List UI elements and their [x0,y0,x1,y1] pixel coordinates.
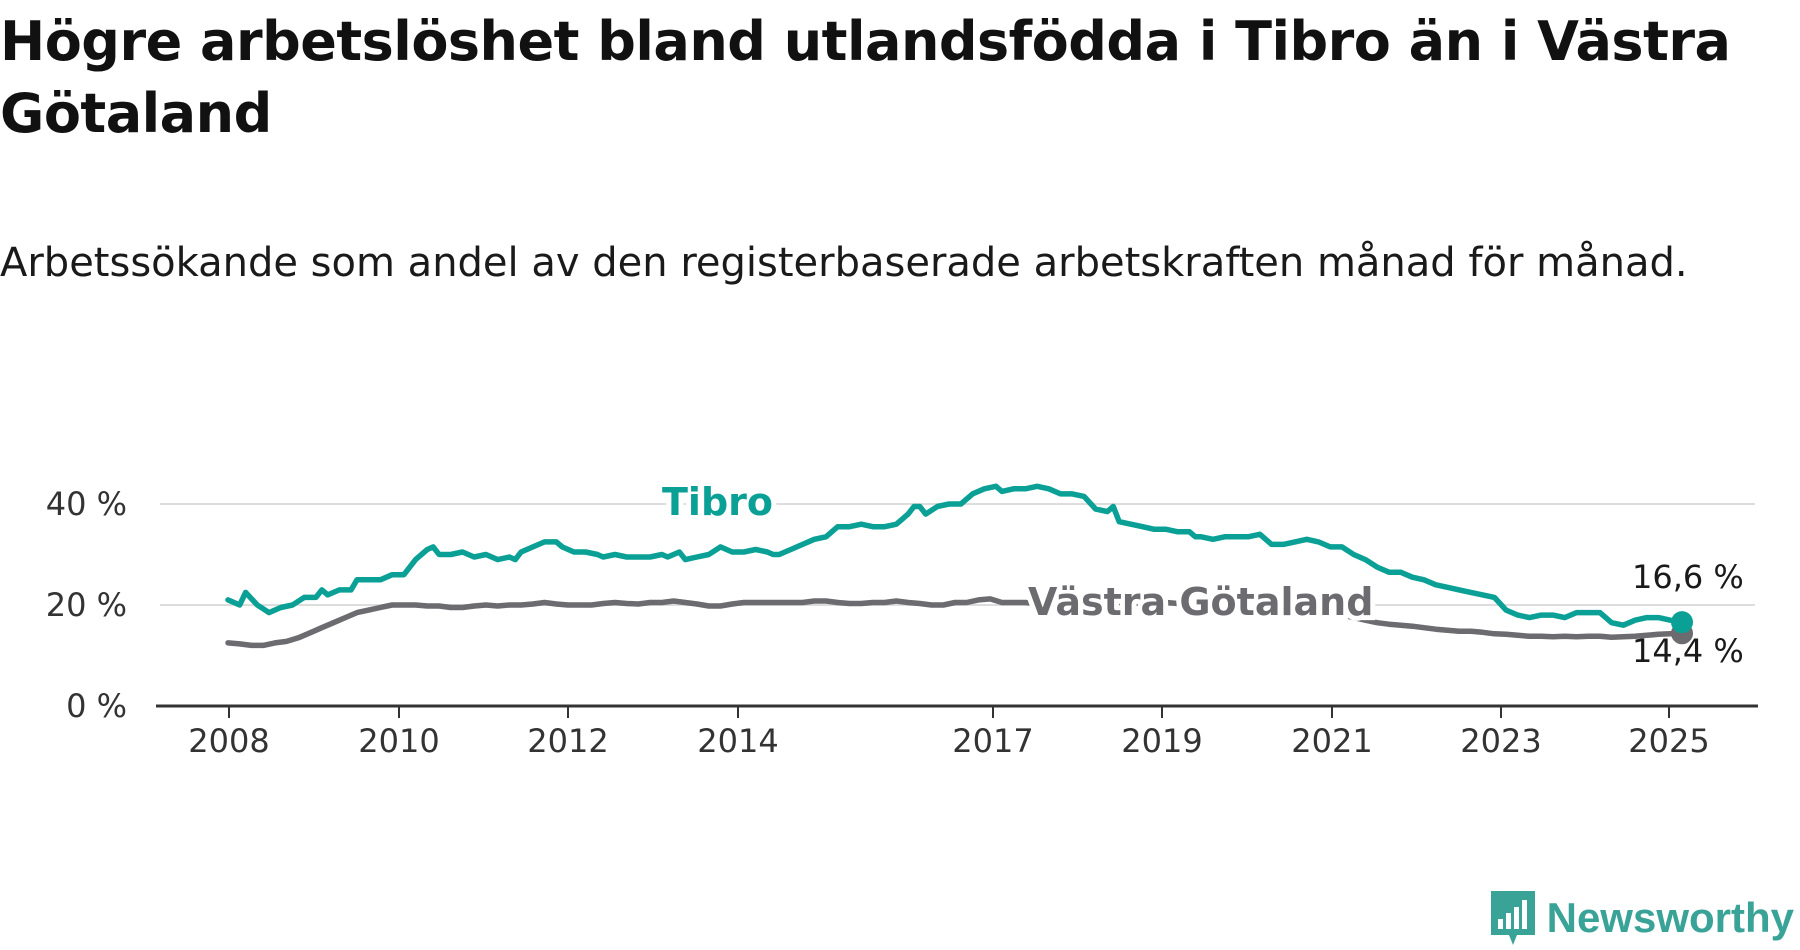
end-label-tibro: 16,6 % [1632,558,1744,596]
x-tick-label: 2014 [697,722,778,760]
x-tick-label: 2021 [1291,722,1372,760]
y-tick-label: 40 % [46,485,127,523]
series-labels: Tibro Västra Götaland 16,6 % 14,4 % [657,475,1744,670]
x-tick-label: 2010 [358,722,439,760]
x-tick-label: 2012 [527,722,608,760]
y-tick-label: 0 % [66,687,127,725]
newsworthy-logo: Newsworthy [1489,886,1794,950]
newsworthy-bar-chart-icon [1490,891,1535,945]
series-line-tibro [225,483,1685,628]
series-line-vastra-gotaland [225,596,1685,649]
y-tick-label: 20 % [46,586,127,624]
chart-title: Högre arbetslöshet bland utlandsfödda i … [0,10,1731,145]
series-label-vastra-gotaland: Västra Götaland [1028,580,1373,624]
x-tick-label: 2023 [1460,722,1541,760]
series-lines [225,483,1693,649]
gridlines [160,503,1755,606]
x-tick-label: 2017 [952,722,1033,760]
x-axis: 2008 2010 2012 2014 2017 2019 2021 2023 2025 [156,704,1758,760]
series-label-tibro: Tibro [662,480,773,524]
x-tick-label: 2019 [1121,722,1202,760]
y-axis-labels: 0 % 20 % 40 % [46,485,127,725]
x-tick-label: 2025 [1628,722,1709,760]
chart-subtitle: Arbetssökande som andel av den registerb… [0,240,1688,286]
end-label-vastra-gotaland: 14,4 % [1632,632,1744,670]
logo-text: Newsworthy [1546,894,1794,941]
line-chart: 0 % 20 % 40 % 2008 2010 2012 2014 2017 2019 2021… [46,475,1758,760]
series-end-dot [1671,611,1693,634]
x-tick-label: 2008 [188,722,269,760]
